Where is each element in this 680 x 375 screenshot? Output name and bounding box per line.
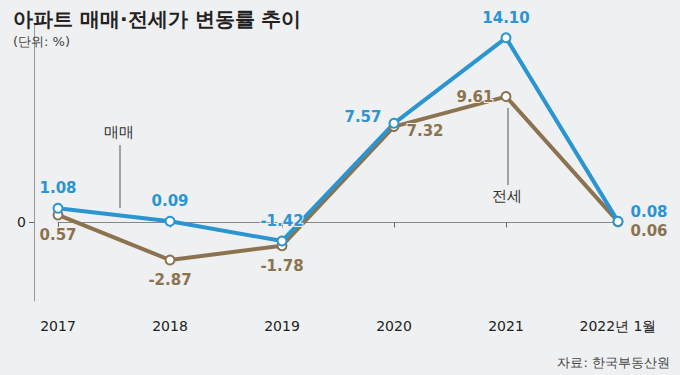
- svg-text:9.61: 9.61: [456, 88, 493, 106]
- svg-text:2017: 2017: [40, 318, 76, 334]
- svg-text:2018: 2018: [152, 318, 188, 334]
- svg-text:2021: 2021: [488, 318, 524, 334]
- svg-text:0.06: 0.06: [631, 222, 668, 240]
- svg-text:0: 0: [17, 214, 26, 230]
- svg-text:7.57: 7.57: [344, 108, 381, 126]
- svg-text:0.57: 0.57: [39, 226, 76, 244]
- svg-text:자료: 한국부동산원: 자료: 한국부동산원: [557, 355, 670, 370]
- svg-text:0.09: 0.09: [151, 192, 188, 210]
- svg-text:매매: 매매: [104, 123, 134, 141]
- svg-text:-1.42: -1.42: [260, 212, 303, 230]
- svg-text:(단위: %): (단위: %): [13, 34, 70, 49]
- svg-text:전세: 전세: [492, 187, 522, 205]
- svg-text:2022년 1월: 2022년 1월: [580, 318, 657, 334]
- svg-text:1.08: 1.08: [39, 179, 76, 197]
- svg-text:0.08: 0.08: [631, 203, 668, 221]
- svg-text:14.10: 14.10: [482, 9, 529, 27]
- svg-text:-2.87: -2.87: [148, 271, 191, 289]
- svg-text:2019: 2019: [264, 318, 300, 334]
- svg-text:아파트 매매·전세가 변동률 추이: 아파트 매매·전세가 변동률 추이: [13, 7, 302, 31]
- svg-text:2020: 2020: [376, 318, 412, 334]
- svg-text:-1.78: -1.78: [260, 257, 303, 275]
- svg-text:7.32: 7.32: [407, 122, 444, 140]
